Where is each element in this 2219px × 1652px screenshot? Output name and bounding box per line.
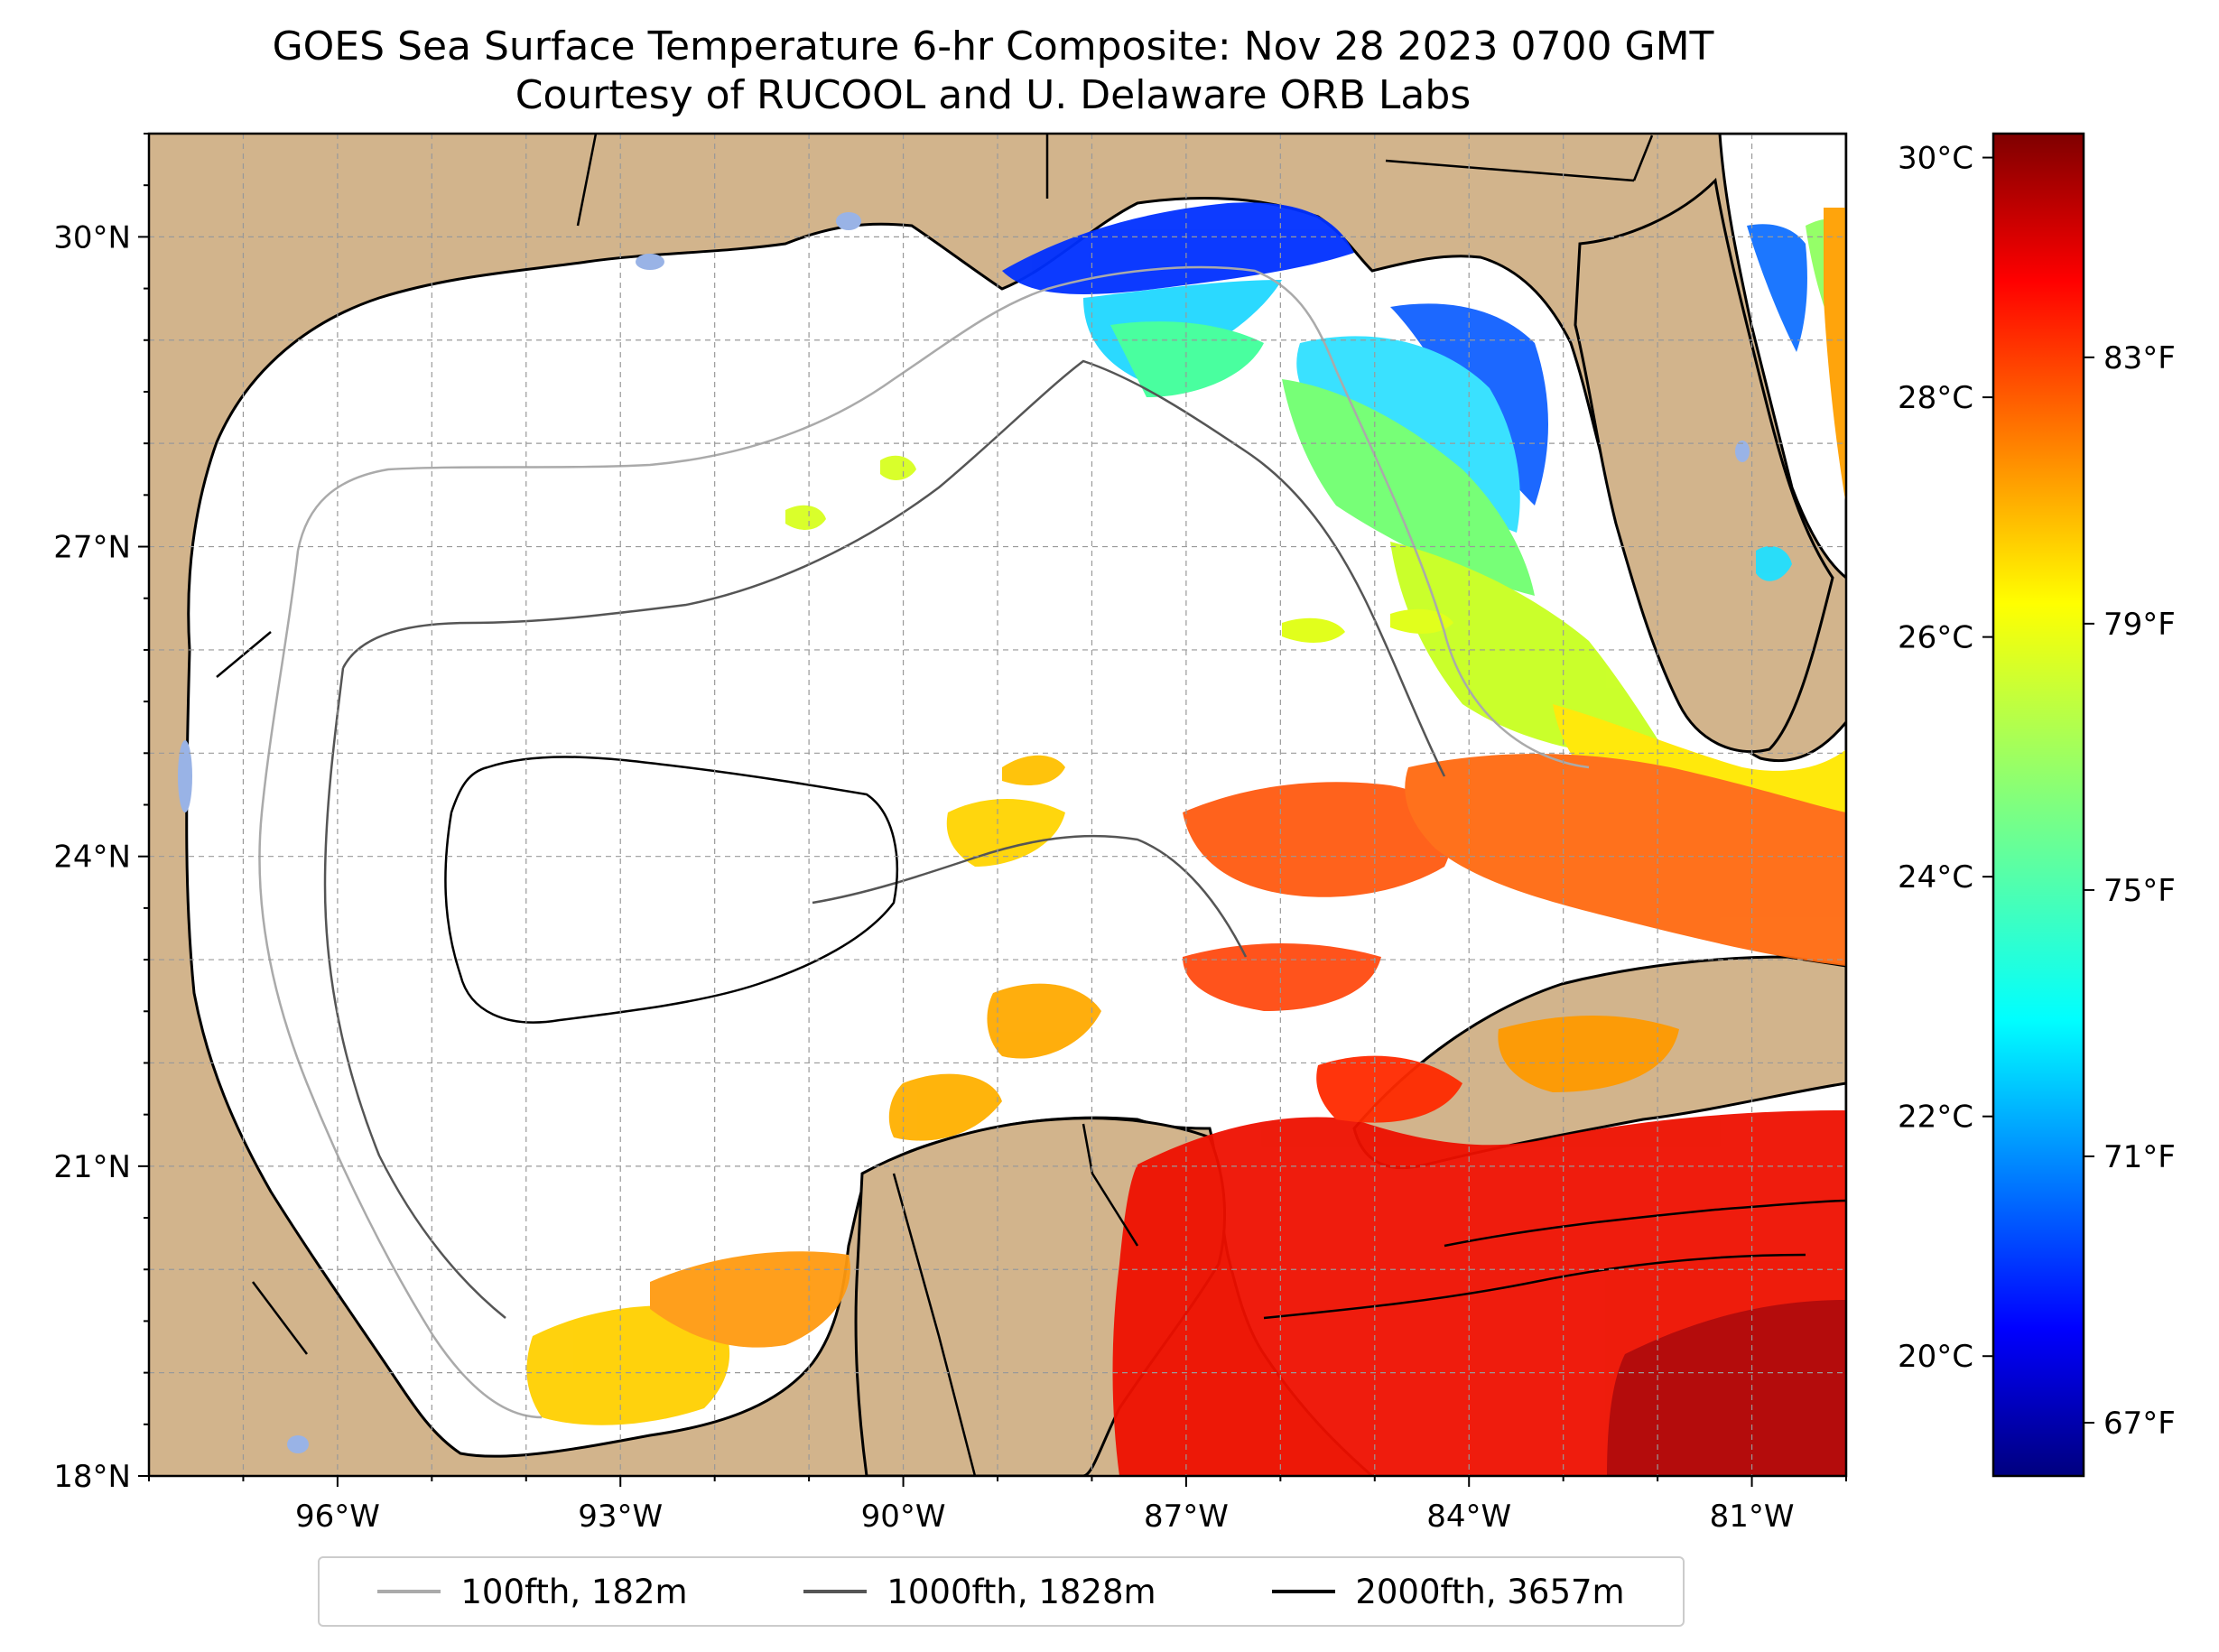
- sst-patch-yellow-1: [946, 799, 1065, 867]
- sst-patch-lime-1: [785, 505, 826, 530]
- map-title: GOES Sea Surface Temperature 6-hr Compos…: [272, 23, 1714, 70]
- legend-label: 100fth, 182m: [460, 1572, 688, 1611]
- sst-patch-yellow-2: [1002, 755, 1065, 785]
- sst-patch-lime-4: [1390, 608, 1453, 634]
- lon-label: 81°W: [1710, 1499, 1795, 1535]
- lake-icon: [287, 1435, 309, 1453]
- colorbar-fahrenheit-labels: 83°F 79°F 75°F 71°F 67°F: [2084, 340, 2176, 1442]
- sst-orange-cuba-n: [1498, 1016, 1679, 1092]
- lon-label: 90°W: [861, 1499, 946, 1535]
- colorbar-label-f: 79°F: [2103, 607, 2176, 643]
- colorbar-label-f: 67°F: [2103, 1406, 2176, 1442]
- legend-swatch: [377, 1590, 441, 1593]
- depth-legend: 100fth, 182m 1000fth, 1828m 2000fth, 365…: [318, 1556, 1685, 1627]
- sst-red-upper: [1316, 1055, 1462, 1123]
- lon-label: 96°W: [295, 1499, 380, 1535]
- lat-label: 27°N: [53, 530, 131, 566]
- lon-label: 93°W: [578, 1499, 663, 1535]
- colorbar-label-c: 28°C: [1898, 380, 1973, 416]
- colorbar-label-c: 22°C: [1898, 1100, 1973, 1136]
- colorbar: [1992, 132, 2085, 1478]
- legend-item-2000fth: 2000fth, 3657m: [1272, 1572, 1625, 1611]
- colorbar-label-c: 26°C: [1898, 620, 1973, 656]
- axis-ticks: [138, 133, 1847, 1487]
- lake-icon: [1735, 441, 1750, 462]
- sst-orange-sw-1: [987, 983, 1101, 1059]
- colorbar-label-c: 30°C: [1898, 141, 1973, 177]
- sst-orange-south: [1183, 943, 1381, 1011]
- lat-label: 21°N: [53, 1149, 131, 1185]
- sst-atlantic-orange: [1824, 208, 1846, 506]
- latitude-labels: 30°N 27°N 24°N 21°N 18°N: [53, 219, 131, 1495]
- sst-fl-green: [1282, 379, 1535, 596]
- sst-campeche-orange: [650, 1251, 850, 1348]
- lake-icon: [178, 740, 192, 812]
- sst-orange-center: [1183, 782, 1452, 897]
- graticule: [149, 134, 1846, 1476]
- map-subtitle: Courtesy of RUCOOL and U. Delaware ORB L…: [515, 72, 1472, 118]
- lake-icon: [836, 212, 861, 230]
- lat-label: 30°N: [53, 219, 131, 255]
- lon-label: 87°W: [1144, 1499, 1229, 1535]
- legend-item-100fth: 100fth, 182m: [377, 1572, 688, 1611]
- lat-label: 18°N: [53, 1459, 131, 1495]
- legend-label: 2000fth, 3657m: [1355, 1572, 1625, 1611]
- legend-item-1000fth: 1000fth, 1828m: [803, 1573, 1156, 1611]
- colorbar-label-f: 71°F: [2103, 1139, 2176, 1175]
- sst-cyan-spot: [1756, 546, 1792, 581]
- sst-patch-lime-2: [880, 455, 916, 480]
- legend-swatch: [1272, 1590, 1336, 1593]
- colorbar-label-c: 20°C: [1898, 1339, 1973, 1375]
- colorbar-celsius-labels: 30°C 28°C 26°C 24°C 22°C 20°C: [1898, 141, 1993, 1375]
- contour-2000fth: [444, 756, 1846, 1320]
- longitude-labels: 96°W 93°W 90°W 87°W 84°W 81°W: [295, 1499, 1795, 1535]
- sst-campeche-yellow: [526, 1305, 730, 1425]
- colorbar-label-f: 83°F: [2103, 340, 2176, 376]
- sst-cold-north: [1002, 202, 1354, 294]
- lon-label: 84°W: [1426, 1499, 1511, 1535]
- colorbar-label-f: 75°F: [2103, 873, 2176, 909]
- sst-orange-sw-2: [888, 1073, 1002, 1141]
- sst-darkred-se: [1607, 1300, 1846, 1476]
- legend-swatch: [803, 1590, 868, 1593]
- contour-100fth: [258, 265, 1590, 1419]
- sst-orange-east: [1405, 754, 1846, 966]
- colorbar-label-c: 24°C: [1898, 859, 1973, 896]
- florida-land: [1574, 177, 1834, 754]
- legend-label: 1000fth, 1828m: [887, 1572, 1156, 1611]
- sst-atlantic-blue: [1747, 224, 1807, 352]
- lake-icon: [636, 254, 664, 270]
- lat-label: 24°N: [53, 840, 131, 876]
- sst-patch-lime-3: [1282, 617, 1345, 643]
